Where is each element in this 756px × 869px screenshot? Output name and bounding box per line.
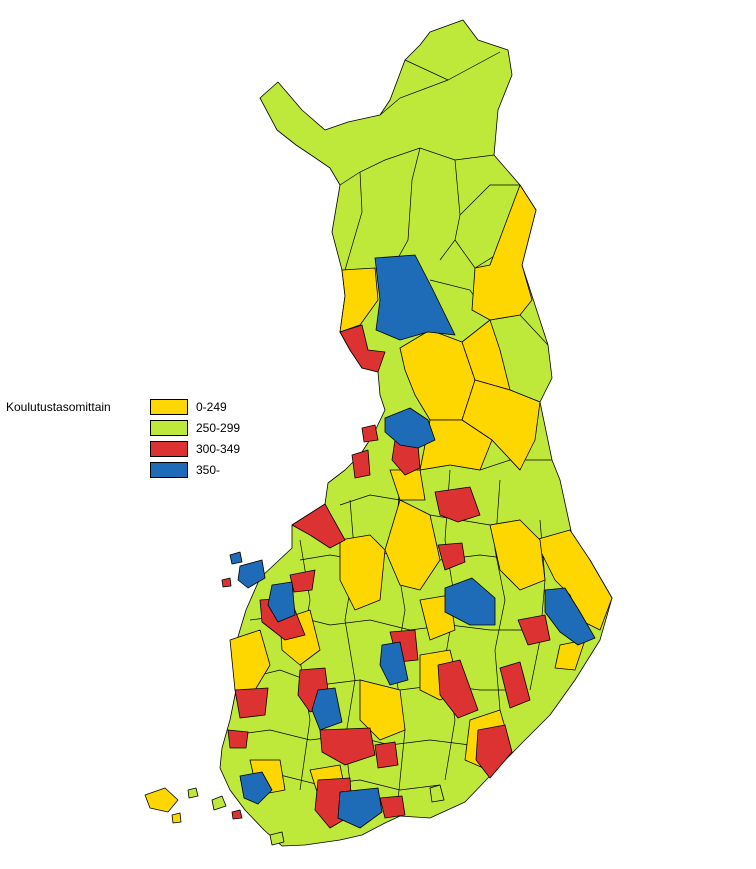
municipality [379,641,409,686]
municipality [444,577,496,626]
legend-title: Koulutustasomittain [6,400,111,414]
island [429,784,445,803]
municipality [499,661,531,709]
border-line [379,79,449,116]
municipality [239,771,273,805]
municipality [234,687,269,719]
legend-swatch [150,398,188,415]
island [231,809,243,820]
municipality [437,659,479,719]
municipality [351,449,371,479]
island [187,787,199,799]
municipality [384,407,436,449]
municipality [267,581,296,623]
legend-item: 350- [150,459,240,480]
municipality [461,319,511,391]
municipality [544,587,596,646]
municipality [489,519,546,591]
legend-swatch [150,461,188,478]
legend-label: 250-299 [196,420,241,435]
island [211,795,227,811]
legend-item: 300-349 [150,438,240,459]
border-line [439,159,461,261]
municipality [434,486,481,523]
municipality [229,551,243,565]
municipality [291,503,346,549]
island [171,812,182,824]
legend-label: 0-249 [196,399,227,414]
border-line [459,184,520,216]
municipality [359,679,406,741]
municipality [437,542,466,571]
municipality [237,559,266,589]
border-line [397,147,421,259]
municipality [475,724,513,779]
legend: 0-249 250-299 300-349 350- [150,396,240,480]
legend-swatch [150,440,188,457]
municipality [227,729,249,749]
legend-label: 300-349 [196,441,241,456]
municipality [319,727,376,766]
municipality [337,787,383,829]
municipality [229,629,271,691]
border-line [344,171,363,271]
island [221,577,232,588]
municipality [361,424,379,443]
border-line [384,147,495,161]
island [269,831,285,846]
municipality [374,254,456,341]
municipality [419,419,493,471]
municipality [374,741,399,769]
legend-label: 350- [196,462,221,477]
municipality [471,184,537,321]
municipality [339,267,379,333]
legend-item: 250-299 [150,417,240,438]
municipality [339,324,386,373]
municipality [379,795,406,819]
municipality [517,614,551,646]
legend-item: 0-249 [150,396,240,417]
municipality [534,529,613,631]
legend-swatch [150,419,188,436]
municipality [339,534,386,611]
municipality [144,787,179,813]
municipality [311,687,343,731]
